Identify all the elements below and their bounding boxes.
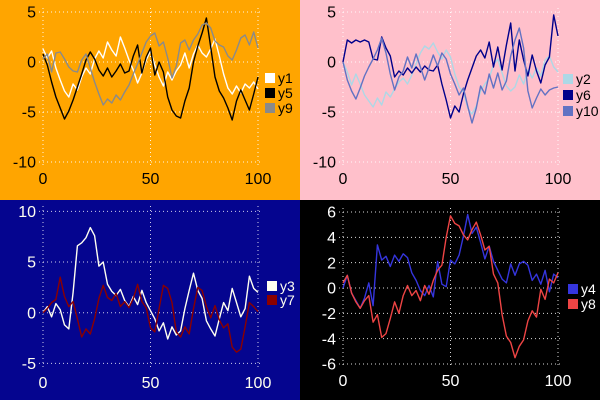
- legend-label-y10: y10: [576, 103, 599, 119]
- y-tick-label: -5: [22, 105, 36, 122]
- y-tick-label: 2: [327, 255, 336, 272]
- y-tick-label: 5: [27, 5, 36, 22]
- legend-swatch-y10: [563, 106, 573, 116]
- legend-swatch-y2: [563, 74, 573, 84]
- chart-panel-top-right: 5 0 -5 -10 0 50 100 y2 y6 y10: [300, 0, 600, 200]
- y-tick-label: 0: [327, 55, 336, 72]
- y-tick-label: 5: [27, 255, 36, 272]
- legend-swatch-y5: [265, 88, 275, 98]
- legend-label-y6: y6: [576, 87, 591, 103]
- series-line-y8: [342, 215, 559, 359]
- y-tick-label: -10: [13, 155, 36, 172]
- x-tick-label: 50: [442, 373, 460, 390]
- legend-swatch-y3: [267, 281, 277, 291]
- x-tick-label: 0: [339, 373, 348, 390]
- legend-label-y7: y7: [280, 292, 295, 308]
- legend-label-y8: y8: [581, 296, 596, 312]
- series-line-y6: [342, 14, 559, 119]
- series-line-y5: [42, 17, 259, 121]
- series-line-y4: [342, 213, 559, 310]
- legend-label-y4: y4: [581, 281, 596, 297]
- series-line-y10: [342, 27, 559, 124]
- legend-swatch-y6: [563, 90, 573, 100]
- chart-panel-bottom-right: 6 4 2 0 -2 -4 -6 0 50 100 y4 y8: [300, 200, 600, 400]
- y-tick-label: -4: [322, 331, 336, 348]
- legend-label-y3: y3: [280, 278, 295, 294]
- legend-swatch-y1: [265, 73, 275, 83]
- legend-swatch-y9: [265, 103, 275, 113]
- x-tick-label: 0: [39, 375, 48, 392]
- y-tick-label: -5: [322, 105, 336, 122]
- series-line-y2: [342, 42, 559, 115]
- x-tick-label: 50: [142, 171, 160, 188]
- y-tick-label: 4: [327, 230, 336, 247]
- x-tick-label: 100: [545, 373, 572, 390]
- y-tick-label: -2: [322, 306, 336, 323]
- series-line-y9: [42, 22, 259, 106]
- series-line-y3: [42, 226, 259, 340]
- legend-label-y5: y5: [278, 85, 293, 101]
- y-tick-label: 0: [27, 55, 36, 72]
- legend-swatch-y8: [568, 299, 578, 309]
- y-tick-label: 6: [327, 205, 336, 222]
- y-tick-label: -10: [313, 155, 336, 172]
- x-tick-label: 50: [142, 375, 160, 392]
- legend-swatch-y4: [568, 284, 578, 294]
- x-tick-label: 0: [39, 171, 48, 188]
- x-tick-label: 0: [339, 171, 348, 188]
- chart-panel-bottom-left: 10 5 0 -5 0 50 100 y3 y7: [0, 200, 300, 400]
- y-tick-label: 0: [327, 281, 336, 298]
- x-tick-label: 50: [442, 171, 460, 188]
- legend-label-y9: y9: [278, 100, 293, 116]
- y-tick-label: -5: [22, 356, 36, 373]
- legend-label-y1: y1: [278, 70, 293, 86]
- x-tick-label: 100: [545, 171, 572, 188]
- y-tick-label: -6: [322, 357, 336, 374]
- y-tick-label: 5: [327, 5, 336, 22]
- chart-panel-top-left: 5 0 -5 -10 0 50 100 y1 y5 y9: [0, 0, 300, 200]
- series-line-y7: [42, 276, 259, 353]
- x-tick-label: 100: [245, 171, 272, 188]
- legend-swatch-y7: [267, 295, 277, 305]
- y-tick-label: 10: [18, 204, 36, 221]
- x-tick-label: 100: [245, 375, 272, 392]
- legend-label-y2: y2: [576, 71, 591, 87]
- y-tick-label: 0: [27, 305, 36, 322]
